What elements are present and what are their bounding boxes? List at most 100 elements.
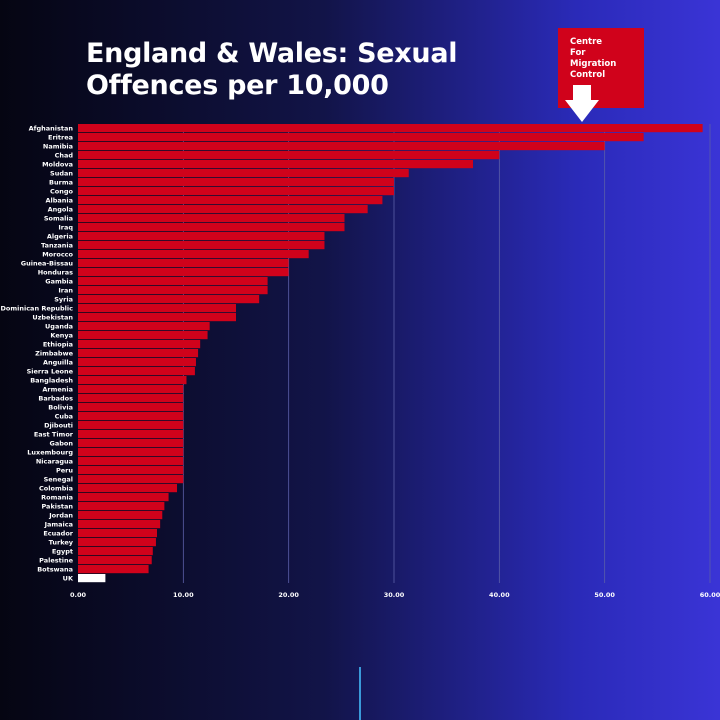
category-label: Bangladesh: [30, 377, 73, 385]
bar-uzbekistan: [78, 313, 236, 322]
category-label: Algeria: [47, 233, 73, 241]
category-label: Gabon: [50, 440, 74, 448]
category-label: Luxembourg: [27, 449, 73, 457]
category-label: Eritrea: [48, 134, 73, 142]
bar-iran: [78, 286, 268, 295]
bar-tanzania: [78, 241, 325, 250]
bar-honduras: [78, 268, 289, 277]
logo-line-2: For: [570, 48, 586, 58]
category-label: Senegal: [44, 476, 73, 484]
category-label: Barbados: [38, 395, 73, 403]
category-label: Colombia: [39, 485, 73, 493]
bar-pakistan: [78, 502, 165, 511]
bar-chad: [78, 151, 500, 160]
bar-namibia: [78, 142, 605, 151]
category-label: Romania: [41, 494, 73, 502]
bar-colombia: [78, 484, 178, 493]
bar-nicaragua: [78, 457, 184, 466]
x-tick-label: 20.00: [278, 591, 299, 599]
category-label: Bolivia: [48, 404, 73, 412]
bar-barbados: [78, 394, 184, 403]
category-label: Namibia: [43, 143, 73, 151]
category-label: Burma: [49, 179, 73, 187]
category-label: Guinea-Bissau: [21, 260, 74, 268]
category-label: Turkey: [49, 539, 74, 547]
category-label: Zimbabwe: [35, 350, 73, 358]
bar-guinea-bissau: [78, 259, 289, 268]
category-label: Botswana: [37, 566, 73, 574]
category-label: Kenya: [50, 332, 73, 340]
bar-djibouti: [78, 421, 184, 430]
logo-line-4: Control: [570, 70, 606, 80]
category-label: Pakistan: [41, 503, 73, 511]
category-label: Tanzania: [41, 242, 73, 250]
bar-eritrea: [78, 133, 644, 142]
bar-sudan: [78, 169, 409, 178]
category-label: Anguilla: [43, 359, 73, 367]
category-label: Moldova: [42, 161, 73, 169]
bottom-divider-line: [359, 667, 361, 720]
bar-kenya: [78, 331, 208, 340]
category-label: Honduras: [38, 269, 73, 277]
bar-gambia: [78, 277, 268, 286]
category-label: Iraq: [58, 224, 73, 232]
bar-jamaica: [78, 520, 161, 529]
category-label: Uganda: [45, 323, 73, 331]
chart-title: England & Wales: Sexual Offences per 10,…: [86, 38, 458, 102]
x-tick-label: 30.00: [384, 591, 405, 599]
category-label: East Timor: [34, 431, 74, 439]
bar-botswana: [78, 565, 149, 574]
category-label: Djibouti: [44, 422, 73, 430]
bar-anguilla: [78, 358, 196, 367]
category-label: Cuba: [55, 413, 73, 421]
bar-turkey: [78, 538, 156, 547]
chart-title-line-2: Offences per 10,000: [86, 70, 389, 101]
bar-sierra-leone: [78, 367, 195, 376]
category-label: Gambia: [45, 278, 73, 286]
bar-armenia: [78, 385, 184, 394]
category-label: Sudan: [50, 170, 73, 178]
category-label: Egypt: [52, 548, 73, 556]
category-label: Morocco: [42, 251, 73, 259]
category-label: Ethiopia: [43, 341, 73, 349]
bar-east-timor: [78, 430, 184, 439]
category-label: Nicaragua: [36, 458, 73, 466]
category-label: Peru: [56, 467, 73, 475]
category-label: Armenia: [42, 386, 73, 394]
chart-title-line-1: England & Wales: Sexual: [86, 38, 458, 69]
bar-peru: [78, 466, 184, 475]
centre-for-migration-control-logo: Centre For Migration Control: [558, 28, 644, 122]
bar-egypt: [78, 547, 153, 556]
bar-zimbabwe: [78, 349, 199, 358]
category-label: Dominican Republic: [0, 305, 73, 313]
bar-iraq: [78, 223, 345, 232]
bar-romania: [78, 493, 169, 502]
bar-moldova: [78, 160, 473, 169]
x-tick-label: 10.00: [173, 591, 194, 599]
bar-uk: [78, 574, 106, 583]
bar-uganda: [78, 322, 210, 331]
category-label: Palestine: [39, 557, 73, 565]
bar-gabon: [78, 439, 184, 448]
logo-line-3: Migration: [570, 59, 617, 69]
bar-albania: [78, 196, 383, 205]
bar-bolivia: [78, 403, 184, 412]
bar-congo: [78, 187, 394, 196]
category-label: Uzbekistan: [32, 314, 73, 322]
down-arrow-icon: [565, 85, 599, 122]
bar-afghanistan: [78, 124, 703, 133]
x-tick-label: 60.00: [700, 591, 720, 599]
bar-syria: [78, 295, 260, 304]
bar-palestine: [78, 556, 152, 565]
logo-text: Centre For Migration Control: [570, 37, 616, 81]
category-label: Jordan: [48, 512, 73, 520]
bar-luxembourg: [78, 448, 184, 457]
bar-senegal: [78, 475, 184, 484]
bar-angola: [78, 205, 368, 214]
x-tick-label: 50.00: [594, 591, 615, 599]
bar-somalia: [78, 214, 345, 223]
category-label: Syria: [54, 296, 73, 304]
bar-jordan: [78, 511, 163, 520]
category-label: Sierra Leone: [27, 368, 74, 376]
